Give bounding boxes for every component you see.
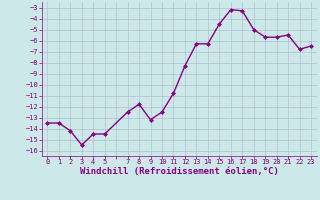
X-axis label: Windchill (Refroidissement éolien,°C): Windchill (Refroidissement éolien,°C) xyxy=(80,167,279,176)
